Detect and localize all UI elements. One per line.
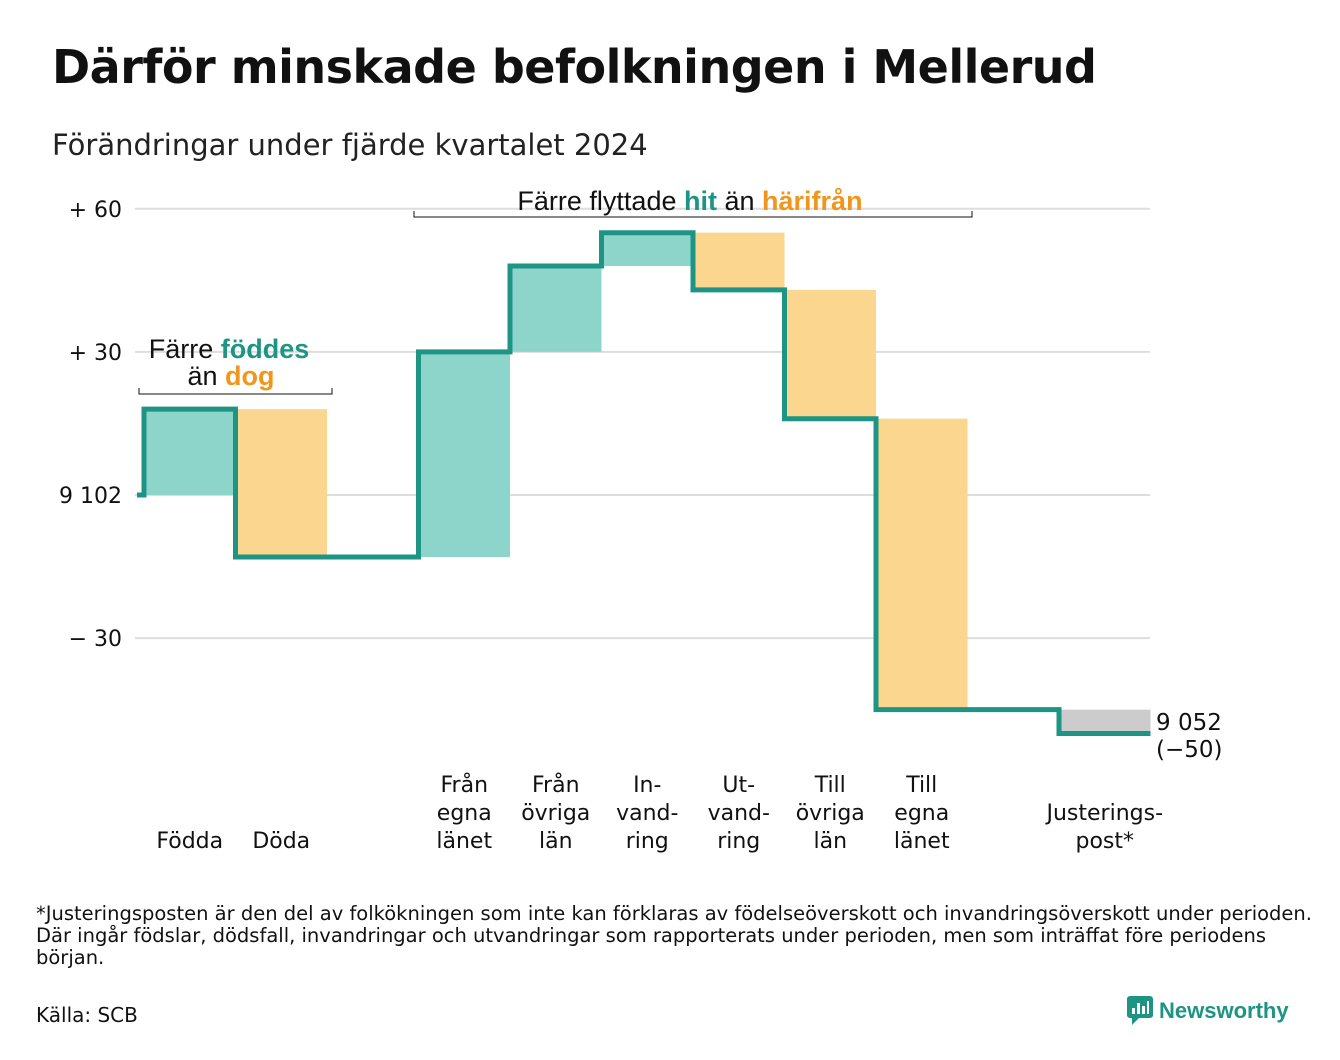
moves-annotation-prefix: Färre flyttade	[517, 186, 684, 216]
step-line-layer	[137, 230, 1151, 736]
moves-annotation-bracket	[413, 211, 973, 218]
bar-increase	[418, 351, 510, 558]
y-tick-label: + 30	[69, 341, 122, 366]
y-axis-ticks: + 60 + 30 9 102 − 30	[59, 198, 122, 652]
bar-decrease	[235, 409, 327, 558]
x-category-label: Till	[905, 773, 937, 798]
bar-increase	[601, 232, 693, 267]
x-category-label: Döda	[252, 829, 310, 854]
x-category-label: vand-	[708, 801, 770, 826]
moves-annotation-highlight-here: hit	[684, 186, 717, 216]
population-step-line	[137, 230, 1151, 736]
end-change-label: (−50)	[1156, 737, 1222, 763]
svg-text:Färre föddes: Färre föddes	[149, 334, 310, 364]
bar-increase	[510, 266, 602, 352]
moves-annotation-middle: än	[717, 186, 762, 216]
chart-subtitle: Förändringar under fjärde kvartalet 2024	[52, 128, 648, 162]
svg-text:Färre flyttade hit än härifrån: Färre flyttade hit än härifrån	[517, 186, 862, 216]
x-category-label: post*	[1075, 829, 1134, 854]
svg-text:än dog: än dog	[187, 361, 274, 391]
moves-annotation: Färre flyttade hit än härifrån	[413, 186, 973, 218]
bar-decrease	[876, 418, 968, 710]
births-annotation-highlight-died: dog	[225, 361, 274, 391]
end-value-label: 9 052	[1156, 710, 1222, 736]
brand-name: Newsworthy	[1159, 998, 1289, 1023]
bar-increase	[144, 409, 236, 495]
x-category-label: län	[539, 829, 573, 854]
births-annotation-middle: än	[187, 361, 225, 391]
x-category-label: egna	[894, 801, 949, 826]
bars	[144, 232, 1151, 734]
moves-annotation-highlight-away: härifrån	[762, 186, 863, 216]
births-annotation: Färre föddes än dog	[138, 334, 333, 395]
x-category-label: Ut-	[722, 773, 755, 798]
x-category-label: Från	[440, 772, 488, 798]
y-tick-label: − 30	[69, 627, 122, 652]
x-category-label: länet	[894, 829, 950, 854]
brand-logo: Newsworthy	[1127, 996, 1289, 1026]
bar-decrease	[693, 232, 785, 290]
x-category-label: ring	[626, 829, 669, 854]
x-category-label: Till	[814, 773, 846, 798]
births-annotation-prefix: Färre	[149, 334, 221, 364]
x-category-label: Justerings-	[1044, 801, 1163, 826]
footnote: *Justeringsposten är den del av folkökni…	[36, 902, 1312, 969]
x-category-label: In-	[633, 773, 661, 798]
x-category-label: vand-	[616, 801, 678, 826]
x-category-label: Födda	[156, 829, 223, 854]
x-category-label: ring	[717, 829, 760, 854]
y-tick-label: + 60	[69, 198, 122, 223]
source-note: Källa: SCB	[36, 1003, 138, 1027]
newsworthy-logo-icon	[1127, 996, 1153, 1025]
x-category-label: egna	[437, 801, 492, 826]
bar-adjustment	[1059, 709, 1151, 734]
gridlines	[135, 207, 1150, 640]
chart-title: Därför minskade befolkningen i Mellerud	[52, 40, 1097, 94]
births-annotation-bracket	[138, 388, 333, 395]
births-annotation-highlight-born: föddes	[221, 334, 310, 364]
y-tick-label: 9 102	[59, 484, 122, 509]
x-category-label: övriga	[521, 801, 590, 826]
x-category-label: Från	[532, 772, 580, 798]
waterfall-chart: + 60 + 30 9 102 − 30 Födda Döda Från egna länet…	[59, 186, 1222, 854]
x-category-label: län	[813, 829, 847, 854]
x-axis-labels: Födda Döda Från egna länet Från övriga län In-va…	[156, 772, 1163, 854]
x-category-label: övriga	[796, 801, 865, 826]
bar-decrease	[784, 289, 876, 419]
x-category-label: länet	[436, 829, 492, 854]
